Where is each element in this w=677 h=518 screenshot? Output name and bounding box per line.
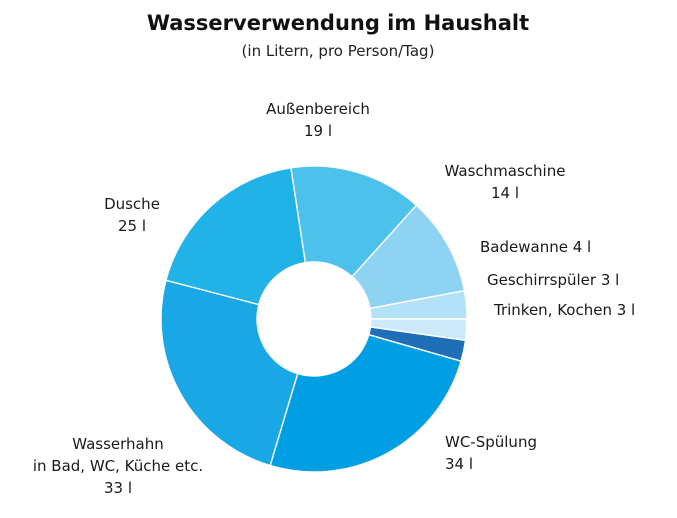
slice-label-line: 14 l xyxy=(491,184,519,202)
slice-label-line: 34 l xyxy=(445,455,473,473)
donut-slice xyxy=(269,333,462,473)
slice-label: Geschirrspüler 3 l xyxy=(487,271,619,289)
slice-label-line: in Bad, WC, Küche etc. xyxy=(33,457,203,475)
slice-label: Außenbereich 19 l xyxy=(266,100,370,140)
slice-label-line: 25 l xyxy=(118,217,146,235)
slice-label-line: 19 l xyxy=(304,122,332,140)
slice-label: WC-Spülung 34 l xyxy=(445,433,537,473)
slice-label-line: Trinken, Kochen 3 l xyxy=(493,301,635,319)
slice-label-line: Badewanne 4 l xyxy=(480,238,591,256)
slice-label-line: Geschirrspüler 3 l xyxy=(487,271,619,289)
slice-label-line: 33 l xyxy=(104,479,132,497)
chart-subtitle: (in Litern, pro Person/Tag) xyxy=(242,42,435,60)
slice-labels: Trinken, Kochen 3 l WC-Spülung 34 l Wasserh… xyxy=(33,100,635,497)
slice-label: Waschmaschine 14 l xyxy=(445,162,566,202)
donut-slice xyxy=(369,318,468,342)
slice-label: Dusche 25 l xyxy=(104,195,160,235)
slice-label-line: Waschmaschine xyxy=(445,162,566,180)
slice-label: Trinken, Kochen 3 l xyxy=(493,301,635,319)
slice-label: Wasserhahn in Bad, WC, Küche etc. 33 l xyxy=(33,435,203,497)
slice-label-line: WC-Spülung xyxy=(445,433,537,451)
slice-label-line: Außenbereich xyxy=(266,100,370,118)
donut-slice xyxy=(165,166,307,306)
slice-label-line: Wasserhahn xyxy=(72,435,164,453)
chart-title: Wasserverwendung im Haushalt xyxy=(147,11,529,35)
donut-slice xyxy=(160,279,299,467)
donut-slice xyxy=(290,165,418,278)
donut-slices xyxy=(160,165,468,473)
slice-label: Badewanne 4 l xyxy=(480,238,591,256)
slice-label-line: Dusche xyxy=(104,195,160,213)
